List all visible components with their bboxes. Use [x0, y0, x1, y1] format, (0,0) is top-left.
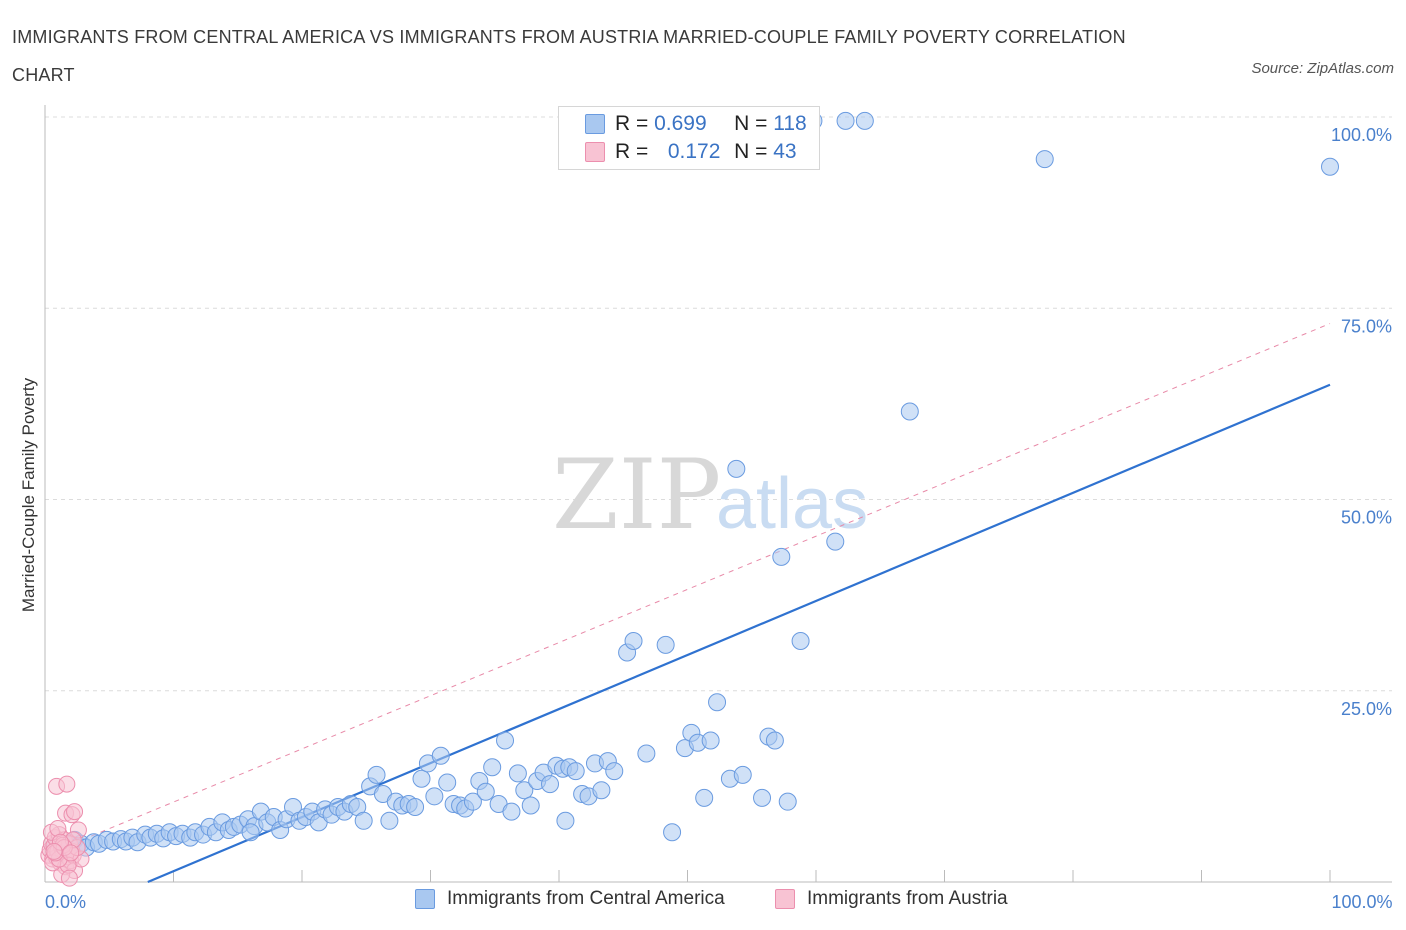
watermark: ZIP atlas [552, 439, 868, 551]
legend-r-label: R = [615, 140, 649, 163]
legend-n-value: 43 [773, 140, 797, 163]
legend-row-central-america: R = 0.699 N = 118 [585, 110, 807, 138]
point-central-america [765, 731, 784, 750]
point-austria [66, 803, 84, 821]
point-austria [45, 842, 63, 860]
x-tick-label: 0.0% [45, 892, 86, 912]
point-central-america [425, 787, 444, 806]
legend-r-value: 0.699 [654, 112, 707, 135]
legend-n-label: N = [734, 140, 768, 163]
point-central-america [605, 762, 624, 781]
point-central-america [412, 769, 431, 788]
point-central-america [701, 731, 720, 750]
point-central-america [367, 765, 386, 784]
tick-labels: 25.0% 50.0% 75.0% 100.0% 0.0% 100.0% [45, 125, 1393, 912]
point-central-america [241, 823, 260, 842]
series-legend: Immigrants from Central America Immigran… [0, 888, 1406, 918]
legend-swatch-central-america [585, 114, 605, 134]
point-central-america [656, 635, 675, 654]
point-central-america [791, 632, 810, 651]
watermark-zip: ZIP [552, 439, 721, 551]
point-central-america [406, 798, 425, 817]
point-central-america [515, 781, 534, 800]
chart-title: IMMIGRANTS FROM CENTRAL AMERICA VS IMMIG… [12, 27, 1126, 85]
point-central-america [900, 402, 919, 421]
point-central-america [380, 811, 399, 830]
trend-line-austria [44, 323, 1331, 856]
y-axis-label: Married-Couple Family Poverty [19, 377, 38, 612]
point-central-america [733, 765, 752, 784]
legend-r-value: 0.172 [667, 140, 721, 163]
point-central-america [772, 547, 791, 566]
grid-lines [45, 116, 1392, 692]
legend-row-austria: R = 0.172 N = 43 [585, 138, 797, 166]
point-central-america [483, 758, 502, 777]
point-central-america [592, 781, 611, 800]
point-central-america [508, 764, 527, 783]
point-central-america [541, 775, 560, 794]
data-points [40, 111, 1339, 887]
legend-swatch-austria [585, 142, 605, 162]
point-central-america [695, 788, 714, 807]
point-central-america [431, 746, 450, 765]
point-austria [60, 869, 78, 887]
point-central-america [727, 459, 746, 478]
y-tick-label: 75.0% [1341, 316, 1392, 336]
legend-n-value: 118 [773, 112, 807, 135]
point-central-america [1035, 150, 1054, 169]
series-legend-central-america[interactable]: Immigrants from Central America [415, 888, 725, 910]
y-tick-label: 100.0% [1331, 125, 1392, 145]
watermark-atlas: atlas [716, 464, 868, 544]
point-austria [49, 819, 67, 837]
point-central-america [1321, 157, 1339, 176]
point-central-america [778, 792, 797, 811]
trend-lines [44, 323, 1331, 884]
series-swatch-central-america [415, 889, 435, 909]
point-central-america [637, 744, 656, 763]
point-central-america [476, 782, 495, 801]
x-tick-label: 100.0% [1331, 892, 1392, 912]
legend-r-label: R = [615, 112, 649, 135]
series-label-austria: Immigrants from Austria [807, 888, 1008, 909]
chart-source: Source: ZipAtlas.com [1251, 60, 1394, 77]
point-austria [58, 775, 76, 793]
point-central-america [556, 811, 575, 830]
y-tick-label: 50.0% [1341, 508, 1392, 528]
point-central-america [855, 111, 874, 130]
correlation-legend: R = 0.699 N = 118 R = 0.172 N = 43 [558, 106, 820, 170]
point-central-america [496, 731, 515, 750]
point-central-america [708, 693, 727, 712]
point-central-america [502, 802, 521, 821]
series-label-central-america: Immigrants from Central America [447, 888, 725, 909]
series-swatch-austria [775, 889, 795, 909]
point-central-america [624, 632, 643, 651]
point-central-america [463, 792, 482, 811]
point-central-america [836, 111, 855, 130]
axes [44, 105, 1392, 883]
point-central-america [753, 788, 772, 807]
point-central-america [521, 796, 540, 815]
point-austria [62, 844, 80, 862]
point-central-america [354, 811, 373, 830]
point-central-america [663, 823, 682, 842]
legend-n-label: N = [734, 112, 768, 135]
point-central-america [826, 532, 845, 551]
point-central-america [438, 773, 457, 792]
y-tick-label: 25.0% [1341, 699, 1392, 719]
series-legend-austria[interactable]: Immigrants from Austria [775, 888, 1008, 910]
point-central-america [566, 762, 585, 781]
